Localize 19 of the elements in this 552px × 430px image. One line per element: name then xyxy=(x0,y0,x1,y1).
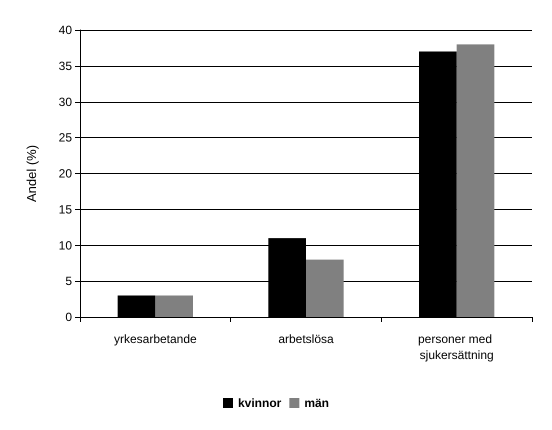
y-tick-label: 10 xyxy=(58,238,72,252)
y-axis-title: Andel (%) xyxy=(24,144,39,202)
bar xyxy=(306,260,344,317)
y-tick-label: 0 xyxy=(65,310,72,324)
x-tick-label: personer med sjukersättning xyxy=(418,332,496,362)
bar xyxy=(456,44,494,317)
x-tick-label: yrkesarbetande xyxy=(114,332,198,346)
y-tick-label: 5 xyxy=(65,274,72,288)
y-tick-label: 25 xyxy=(58,130,72,145)
y-tick-label: 15 xyxy=(58,202,72,216)
bar xyxy=(155,295,193,317)
legend-label: kvinnor xyxy=(238,396,282,410)
bar xyxy=(118,295,156,317)
y-tick-label: 35 xyxy=(58,58,72,73)
legend-label: män xyxy=(304,396,330,410)
x-tick-label: arbetslösa xyxy=(278,332,334,346)
y-tick-label: 40 xyxy=(58,23,72,37)
y-tick-label: 30 xyxy=(58,94,72,109)
y-tick-label: 20 xyxy=(58,166,72,180)
